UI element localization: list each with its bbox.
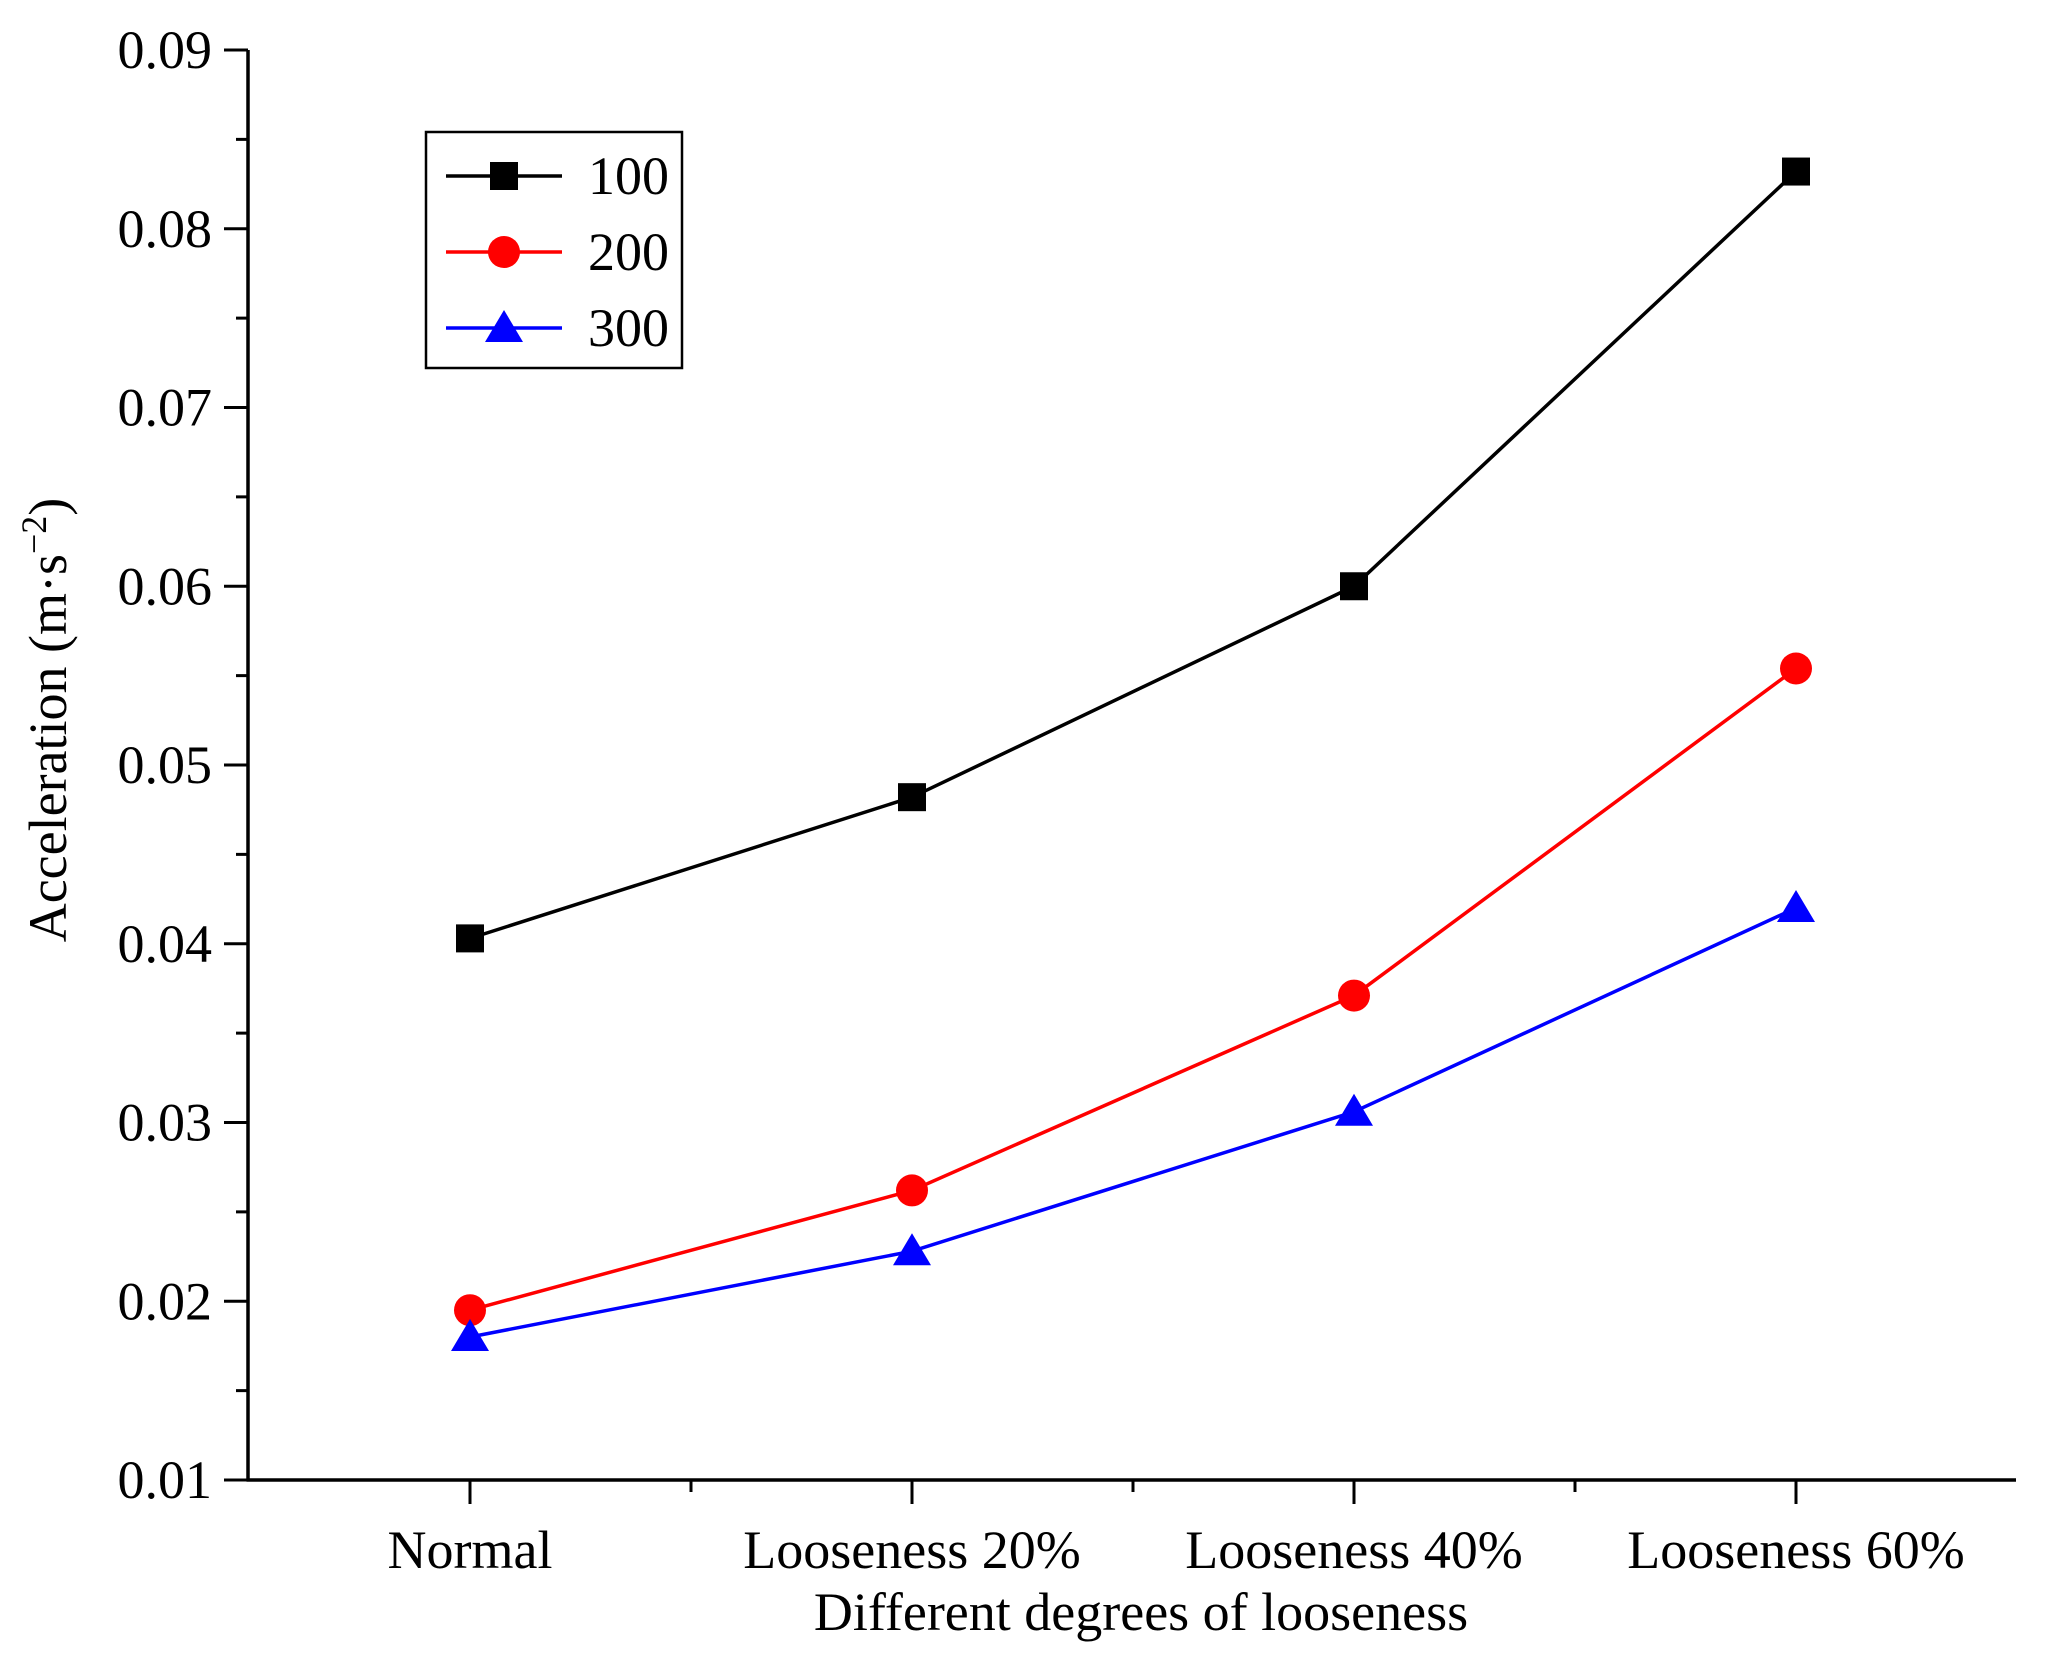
y-axis-title: Acceleration (m·s−2): [14, 498, 78, 943]
x-tick-label: Looseness 40%: [1185, 1520, 1522, 1580]
data-point-300: [1777, 890, 1815, 922]
series-line-100: [469, 170, 1798, 941]
legend-marker: [485, 310, 523, 342]
data-point-100: [456, 924, 484, 953]
y-axis-title-superscript: −2: [14, 516, 54, 554]
series-300: [451, 890, 1815, 1351]
legend: 100 200 300: [424, 130, 684, 370]
legend-label: 200: [588, 222, 669, 282]
y-axis-ticks: 0.01 0.02 0.03 0.04 0.05 0.06 0.07 0.08 0.09: [118, 20, 248, 1510]
data-point-100: [898, 783, 926, 812]
legend-marker: [490, 162, 518, 190]
legend-label: 300: [588, 298, 669, 358]
data-point-300: [893, 1233, 931, 1266]
data-point-100: [1340, 572, 1368, 601]
series-100: [456, 157, 1810, 953]
y-tick-label: 0.03: [118, 1093, 213, 1153]
x-tick-label: Normal: [388, 1520, 553, 1580]
y-tick-label: 0.02: [118, 1271, 213, 1331]
y-tick-label: 0.07: [118, 378, 213, 438]
y-tick-label: 0.01: [118, 1450, 213, 1510]
x-tick-label: Looseness 20%: [743, 1520, 1080, 1580]
data-point-300: [1335, 1093, 1373, 1126]
x-axis-title: Different degrees of looseness: [814, 1582, 1468, 1642]
data-point-200: [454, 1294, 486, 1327]
series-200: [454, 652, 1812, 1327]
data-point-100: [1782, 157, 1810, 186]
y-axis-title-main: Acceleration (m·s: [18, 554, 78, 942]
x-axis-ticks: Normal Looseness 20% Looseness 40% Loosenes…: [388, 1480, 1965, 1580]
data-point-200: [1780, 652, 1812, 685]
y-tick-label: 0.04: [118, 914, 213, 974]
series-line-200: [469, 667, 1798, 1312]
series-layer: [451, 157, 1815, 1351]
y-tick-label: 0.08: [118, 199, 213, 259]
y-tick-label: 0.06: [118, 556, 213, 616]
data-point-200: [1338, 979, 1370, 1012]
x-tick-label: Looseness 60%: [1627, 1520, 1964, 1580]
legend-entry-100: 100: [446, 146, 669, 206]
series-line-300: [469, 906, 1797, 1339]
legend-marker: [488, 236, 520, 268]
legend-entry-200: 200: [446, 222, 669, 282]
data-point-300: [451, 1319, 489, 1351]
legend-label: 100: [588, 146, 669, 206]
y-axis-title-close: ): [18, 498, 78, 516]
y-tick-label: 0.09: [118, 20, 213, 80]
y-tick-label: 0.05: [118, 735, 213, 795]
legend-entry-300: 300: [446, 298, 669, 358]
data-point-200: [896, 1174, 928, 1207]
